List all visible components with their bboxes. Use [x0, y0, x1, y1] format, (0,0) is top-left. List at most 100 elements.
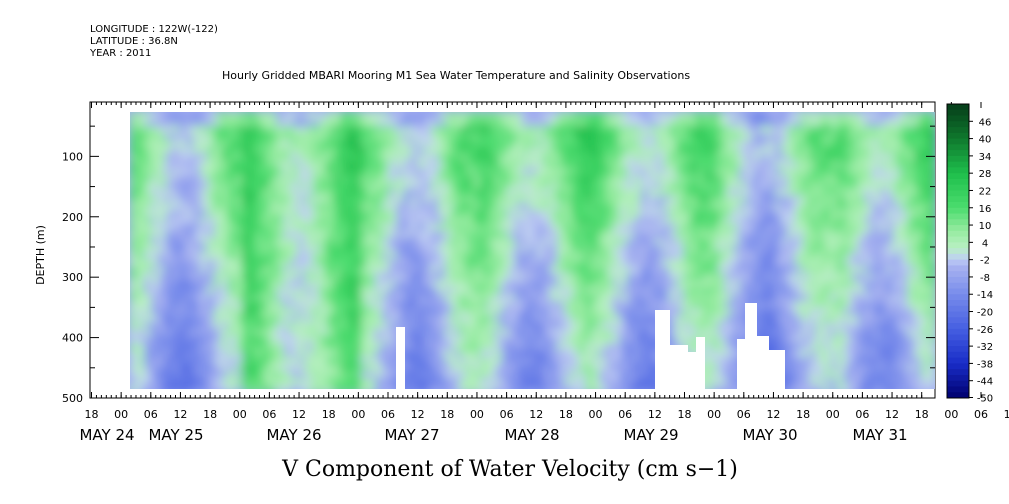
heatmap-cell	[438, 336, 446, 344]
heatmap-cell	[291, 133, 299, 141]
heatmap-cell	[711, 231, 719, 239]
heatmap-cell	[739, 175, 747, 183]
heatmap-cell	[207, 301, 215, 309]
heatmap-cell	[550, 189, 558, 197]
heatmap-cell	[816, 154, 824, 162]
heatmap-cell	[333, 364, 341, 372]
heatmap-cell	[193, 245, 201, 253]
heatmap-cell	[613, 182, 621, 190]
heatmap-cell	[158, 217, 166, 225]
heatmap-cell	[333, 238, 341, 246]
heatmap-cell	[676, 175, 684, 183]
heatmap-cell	[711, 196, 719, 204]
heatmap-cell	[858, 294, 866, 302]
heatmap-cell	[837, 294, 845, 302]
heatmap-cell	[459, 385, 467, 389]
heatmap-cell	[564, 322, 572, 330]
heatmap-cell	[256, 273, 264, 281]
heatmap-cell	[620, 196, 628, 204]
heatmap-cell	[382, 378, 390, 386]
heatmap-cell	[522, 378, 530, 386]
heatmap-cell	[704, 210, 712, 218]
heatmap-cell	[424, 140, 432, 148]
heatmap-cell	[305, 259, 313, 267]
heatmap-cell	[277, 343, 285, 351]
heatmap-cell	[767, 175, 775, 183]
heatmap-cell	[326, 245, 334, 253]
heatmap-cell	[725, 385, 733, 389]
heatmap-cell	[494, 301, 502, 309]
heatmap-cell	[235, 119, 243, 127]
heatmap-cell	[578, 147, 586, 155]
heatmap-cell	[725, 322, 733, 330]
heatmap-cell	[851, 175, 859, 183]
heatmap-cell	[690, 273, 698, 281]
heatmap-cell	[473, 140, 481, 148]
heatmap-cell	[536, 238, 544, 246]
heatmap-cell	[795, 280, 803, 288]
heatmap-cell	[382, 126, 390, 134]
heatmap-cell	[473, 322, 481, 330]
heatmap-cell	[298, 280, 306, 288]
heatmap-cell	[410, 287, 418, 295]
heatmap-cell	[620, 364, 628, 372]
heatmap-cell	[627, 301, 635, 309]
heatmap-cell	[746, 252, 754, 260]
heatmap-cell	[753, 245, 761, 253]
heatmap-cell	[879, 168, 887, 176]
heatmap-cell	[200, 308, 208, 316]
heatmap-cell	[662, 168, 670, 176]
heatmap-cell	[473, 217, 481, 225]
heatmap-cell	[396, 273, 404, 281]
heatmap-cell	[270, 154, 278, 162]
heatmap-cell	[494, 259, 502, 267]
heatmap-cell	[816, 182, 824, 190]
heatmap-cell	[242, 294, 250, 302]
heatmap-cell	[410, 385, 418, 389]
heatmap-cell	[851, 147, 859, 155]
heatmap-cell	[130, 168, 138, 176]
heatmap-cell	[361, 322, 369, 330]
heatmap-cell	[753, 133, 761, 141]
heatmap-cell	[599, 259, 607, 267]
heatmap-cell	[522, 350, 530, 358]
heatmap-cell	[501, 315, 509, 323]
heatmap-cell	[207, 238, 215, 246]
heatmap-cell	[326, 357, 334, 365]
heatmap-cell	[410, 140, 418, 148]
heatmap-cell	[746, 245, 754, 253]
heatmap-cell	[473, 294, 481, 302]
heatmap-cell	[725, 147, 733, 155]
heatmap-cell	[515, 350, 523, 358]
heatmap-cell	[697, 203, 705, 211]
heatmap-cell	[375, 329, 383, 337]
heatmap-cell	[473, 252, 481, 260]
heatmap-cell	[515, 280, 523, 288]
heatmap-cell	[473, 238, 481, 246]
heatmap-cell	[557, 133, 565, 141]
heatmap-cell	[487, 168, 495, 176]
heatmap-cell	[235, 168, 243, 176]
heatmap-cell	[809, 385, 817, 389]
heatmap-cell	[403, 273, 411, 281]
heatmap-cell	[907, 217, 915, 225]
heatmap-cell	[564, 224, 572, 232]
heatmap-cell	[172, 350, 180, 358]
heatmap-cell	[417, 147, 425, 155]
heatmap-cell	[473, 196, 481, 204]
heatmap-cell	[361, 357, 369, 365]
heatmap-cell	[403, 322, 411, 330]
heatmap-cell	[886, 224, 894, 232]
heatmap-cell	[697, 238, 705, 246]
heatmap-cell	[718, 168, 726, 176]
heatmap-cell	[333, 385, 341, 389]
heatmap-cell	[907, 154, 915, 162]
heatmap-cell	[452, 308, 460, 316]
heatmap-cell	[151, 280, 159, 288]
heatmap-cell	[361, 336, 369, 344]
heatmap-cell	[851, 266, 859, 274]
heatmap-cell	[368, 210, 376, 218]
heatmap-cell	[480, 224, 488, 232]
heatmap-cell	[375, 336, 383, 344]
heatmap-cell	[788, 378, 796, 386]
